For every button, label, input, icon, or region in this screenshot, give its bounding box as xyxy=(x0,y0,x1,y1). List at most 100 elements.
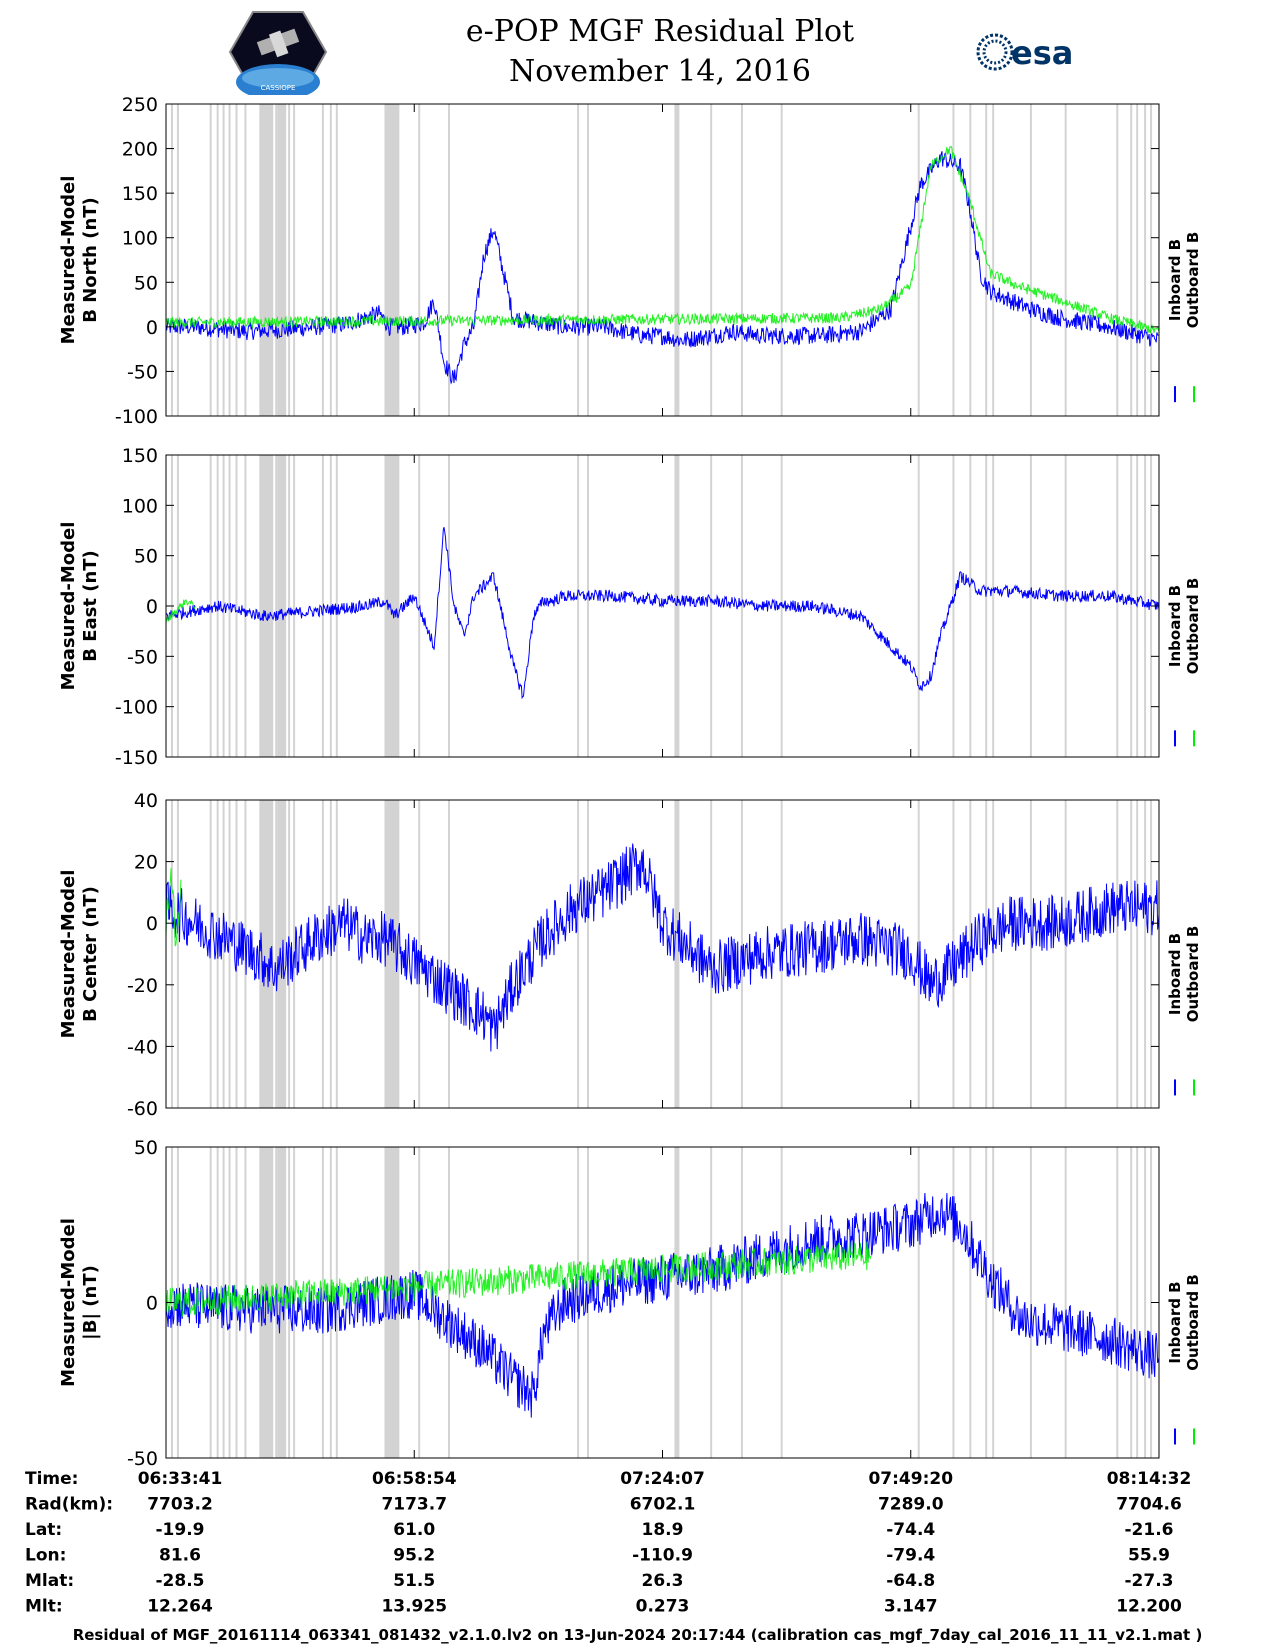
data-gap-band xyxy=(385,104,400,416)
ephemeris-cell: 07:24:07 xyxy=(620,1469,705,1489)
legend-label: Inboard BOutboard B xyxy=(1166,926,1202,1023)
ephemeris-row-label: Lon: xyxy=(25,1546,66,1566)
panel-2: 150 100 50 0 -50 -100 -150 Measured-ModelB East… xyxy=(58,445,1202,769)
y-axis-label-line: |B| (nT) xyxy=(80,1265,101,1340)
ephemeris-cell: 3.147 xyxy=(884,1597,938,1617)
y-tick-label: 50 xyxy=(134,272,158,294)
title-line-2: November 14, 2016 xyxy=(509,54,811,89)
data-gap-band xyxy=(260,1147,274,1458)
series-inboard-line xyxy=(165,1192,1160,1418)
y-axis-label: Measured-Model|B| (nT) xyxy=(58,1218,101,1387)
ephemeris-cell: -79.4 xyxy=(886,1546,935,1566)
data-gap-band xyxy=(674,1147,680,1458)
y-tick-label: -100 xyxy=(115,406,158,428)
data-gap-band xyxy=(277,800,286,1108)
y-tick-label: -150 xyxy=(115,747,158,769)
y-tick-label: 150 xyxy=(122,445,158,467)
series-outboard-line xyxy=(165,1241,872,1317)
legend: Inboard BOutboard B xyxy=(1166,578,1202,747)
y-axis-label: Measured-ModelB East (nT) xyxy=(58,522,101,691)
y-tick-label: -50 xyxy=(127,1448,158,1470)
ephemeris-row-label: Lat: xyxy=(25,1520,62,1540)
y-tick-label: 50 xyxy=(134,1137,158,1159)
ephemeris-row-label: Time: xyxy=(25,1469,78,1489)
ephemeris-cell: -64.8 xyxy=(886,1571,935,1591)
legend-entry-label: Inboard B xyxy=(1166,933,1184,1015)
ephemeris-cell: 7289.0 xyxy=(878,1495,944,1515)
ephemeris-cell: -110.9 xyxy=(632,1546,693,1566)
y-tick-label: 200 xyxy=(122,139,158,161)
ephemeris-cell: 0.273 xyxy=(636,1597,690,1617)
data-gap-band xyxy=(674,800,680,1108)
legend-label: Inboard BOutboard B xyxy=(1166,1274,1202,1371)
cassiope-logo: CASSIOPE xyxy=(228,11,328,95)
data-gap-band xyxy=(277,455,286,757)
ephemeris-cell: 18.9 xyxy=(642,1520,684,1540)
series-inboard-line xyxy=(165,843,1160,1052)
data-gap-band xyxy=(385,800,400,1108)
esa-logo: esa xyxy=(976,33,1073,72)
ephemeris-cell: 95.2 xyxy=(393,1546,435,1566)
cassiope-logo-text: CASSIOPE xyxy=(261,84,296,92)
ephemeris-cell: 12.264 xyxy=(147,1597,213,1617)
y-tick-label: 150 xyxy=(122,183,158,205)
y-tick-label: -40 xyxy=(127,1036,158,1058)
series-inboard-line xyxy=(165,527,1160,700)
y-axis-label-line: Measured-Model xyxy=(58,522,79,691)
data-gap-band xyxy=(260,455,274,757)
y-tick-label: 100 xyxy=(122,495,158,517)
y-tick-label: 250 xyxy=(122,94,158,116)
legend-entry-label: Outboard B xyxy=(1184,926,1202,1023)
data-gap-band xyxy=(277,104,286,416)
y-tick-label: 40 xyxy=(134,790,158,812)
y-axis-label-line: Measured-Model xyxy=(58,870,79,1039)
y-tick-label: -50 xyxy=(127,646,158,668)
legend-entry-label: Inboard B xyxy=(1166,1281,1184,1363)
y-tick-label: 100 xyxy=(122,228,158,250)
y-axis-label-line: Measured-Model xyxy=(58,1218,79,1387)
ephemeris-row-label: Mlt: xyxy=(25,1597,63,1617)
series-outboard-line xyxy=(165,145,1160,334)
ephemeris-cell: 51.5 xyxy=(393,1571,435,1591)
y-axis-label-line: B East (nT) xyxy=(80,550,101,662)
y-tick-label: -50 xyxy=(127,361,158,383)
y-tick-label: -100 xyxy=(115,697,158,719)
ephemeris-cell: 26.3 xyxy=(642,1571,684,1591)
data-gap-band xyxy=(260,800,274,1108)
legend-entry-label: Inboard B xyxy=(1166,239,1184,321)
ephemeris-cell: -74.4 xyxy=(886,1520,935,1540)
y-tick-label: 50 xyxy=(134,546,158,568)
series-outboard-line xyxy=(165,868,182,947)
ephemeris-cell: 08:14:32 xyxy=(1107,1469,1192,1489)
panel-4: 50 0 -50 Measured-Model|B| (nT) Inboard BOut… xyxy=(58,1137,1202,1470)
ephemeris-cell: -19.9 xyxy=(156,1520,205,1540)
ephemeris-cell: 06:33:41 xyxy=(138,1469,223,1489)
panel-3: 40 20 0 -20 -40 -60 Measured-ModelB Center (nT… xyxy=(58,790,1202,1120)
ephemeris-row-label: Rad(km): xyxy=(25,1495,113,1515)
legend-entry-label: Outboard B xyxy=(1184,1274,1202,1371)
data-gap-band xyxy=(385,455,400,757)
esa-logo-text: esa xyxy=(1011,34,1073,72)
ephemeris-cell: 06:58:54 xyxy=(372,1469,457,1489)
plot-frame xyxy=(165,1146,1160,1459)
y-tick-label: -20 xyxy=(127,975,158,997)
series-outboard-line xyxy=(165,599,197,624)
y-axis-label: Measured-ModelB Center (nT) xyxy=(58,870,101,1039)
footer-caption: Residual of MGF_20161114_063341_081432_v… xyxy=(72,1626,1203,1644)
ephemeris-cell: -27.3 xyxy=(1125,1571,1174,1591)
ephemeris-cell: 13.925 xyxy=(381,1597,447,1617)
ephemeris-cell: 61.0 xyxy=(393,1520,435,1540)
ephemeris-cell: -28.5 xyxy=(156,1571,205,1591)
ephemeris-cell: 07:49:20 xyxy=(868,1469,953,1489)
ephemeris-cell: 7173.7 xyxy=(381,1495,447,1515)
y-axis-label-line: B North (nT) xyxy=(80,197,101,323)
ephemeris-cell: -21.6 xyxy=(1125,1520,1174,1540)
panel-1: 250 200 150 100 50 0 -50 -100 Measured-ModelB No… xyxy=(58,94,1202,428)
legend: Inboard BOutboard B xyxy=(1166,232,1202,403)
title-line-1: e-POP MGF Residual Plot xyxy=(465,14,855,49)
y-axis-label-line: Measured-Model xyxy=(58,176,79,345)
legend-entry-label: Outboard B xyxy=(1184,232,1202,329)
series-inboard-line xyxy=(165,151,1160,385)
legend-label: Inboard BOutboard B xyxy=(1166,578,1202,675)
